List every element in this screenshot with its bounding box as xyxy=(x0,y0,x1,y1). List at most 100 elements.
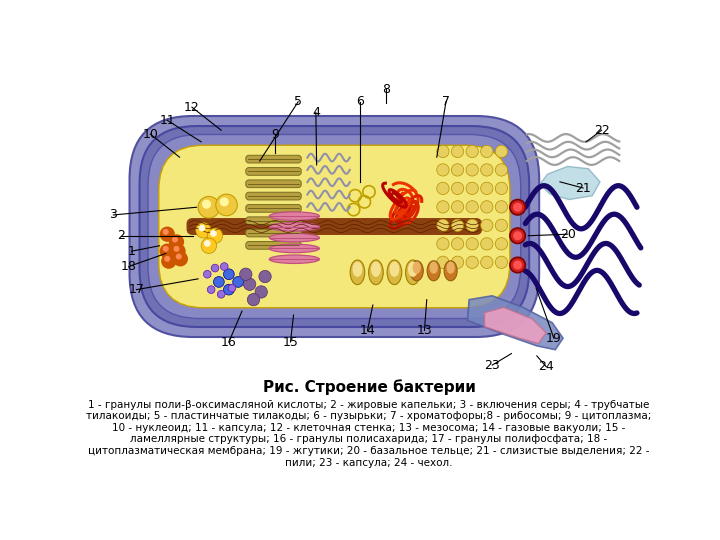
Text: 7: 7 xyxy=(442,95,450,108)
Circle shape xyxy=(196,222,211,238)
Circle shape xyxy=(170,235,184,249)
Text: 1 - гранулы поли-β-оксимасляной кислоты; 2 - жировые капельки; 3 - включения сер: 1 - гранулы поли-β-оксимасляной кислоты;… xyxy=(89,400,649,410)
Circle shape xyxy=(211,231,216,236)
Circle shape xyxy=(201,238,217,253)
Text: 21: 21 xyxy=(575,181,591,194)
Ellipse shape xyxy=(405,260,420,285)
Text: 8: 8 xyxy=(382,83,390,96)
Circle shape xyxy=(481,164,493,176)
Text: 20: 20 xyxy=(559,228,575,241)
Text: пили; 23 - капсула; 24 - чехол.: пили; 23 - капсула; 24 - чехол. xyxy=(285,457,453,468)
Circle shape xyxy=(198,197,220,218)
Circle shape xyxy=(495,164,508,176)
Circle shape xyxy=(451,256,464,268)
Text: 1: 1 xyxy=(128,245,136,258)
FancyBboxPatch shape xyxy=(130,116,539,337)
FancyBboxPatch shape xyxy=(186,218,482,235)
FancyBboxPatch shape xyxy=(246,241,301,249)
Polygon shape xyxy=(485,307,546,343)
Ellipse shape xyxy=(413,262,420,273)
Circle shape xyxy=(207,228,222,244)
Ellipse shape xyxy=(427,261,440,281)
Circle shape xyxy=(437,256,449,268)
Ellipse shape xyxy=(369,260,383,285)
Ellipse shape xyxy=(410,261,423,281)
Circle shape xyxy=(451,201,464,213)
Circle shape xyxy=(223,269,234,280)
Circle shape xyxy=(437,145,449,158)
Text: 11: 11 xyxy=(159,114,175,127)
Ellipse shape xyxy=(269,255,320,264)
Circle shape xyxy=(466,201,478,213)
Text: 18: 18 xyxy=(121,260,137,273)
Text: 19: 19 xyxy=(546,332,562,345)
Ellipse shape xyxy=(354,262,361,276)
Text: 5: 5 xyxy=(294,95,302,108)
Text: 16: 16 xyxy=(221,335,237,348)
Circle shape xyxy=(514,204,521,211)
Circle shape xyxy=(437,219,449,232)
Text: 3: 3 xyxy=(109,208,117,221)
Circle shape xyxy=(220,262,228,271)
Ellipse shape xyxy=(350,260,365,285)
Circle shape xyxy=(495,182,508,194)
Circle shape xyxy=(259,271,271,283)
Text: 24: 24 xyxy=(539,360,554,373)
Ellipse shape xyxy=(409,262,417,276)
Circle shape xyxy=(466,164,478,176)
Text: 23: 23 xyxy=(485,359,500,372)
Circle shape xyxy=(495,145,508,158)
Circle shape xyxy=(495,256,508,268)
Circle shape xyxy=(510,200,526,215)
Ellipse shape xyxy=(447,262,454,273)
Text: 15: 15 xyxy=(282,335,298,348)
Circle shape xyxy=(481,238,493,250)
Text: 6: 6 xyxy=(356,95,364,108)
Circle shape xyxy=(466,219,478,232)
FancyBboxPatch shape xyxy=(148,134,521,319)
FancyBboxPatch shape xyxy=(246,167,301,176)
Circle shape xyxy=(437,164,449,176)
Text: тилакоиды; 5 - пластинчатые тилакоды; 6 - пузырьки; 7 - хроматофоры;8 - рибосомы: тилакоиды; 5 - пластинчатые тилакоды; 6 … xyxy=(86,411,652,421)
Text: 22: 22 xyxy=(594,124,609,137)
Circle shape xyxy=(481,256,493,268)
Circle shape xyxy=(451,145,464,158)
Circle shape xyxy=(207,286,215,293)
Circle shape xyxy=(163,247,168,251)
Circle shape xyxy=(217,291,225,298)
Circle shape xyxy=(213,276,224,287)
Text: 4: 4 xyxy=(312,106,320,119)
Circle shape xyxy=(173,237,177,242)
Circle shape xyxy=(223,284,234,295)
Circle shape xyxy=(451,182,464,194)
Circle shape xyxy=(510,257,526,273)
Circle shape xyxy=(228,284,235,292)
FancyBboxPatch shape xyxy=(140,126,529,327)
Ellipse shape xyxy=(444,261,457,281)
Text: 10: 10 xyxy=(143,127,158,140)
Circle shape xyxy=(204,271,211,278)
Circle shape xyxy=(495,201,508,213)
Circle shape xyxy=(161,227,174,241)
FancyBboxPatch shape xyxy=(246,217,301,225)
Ellipse shape xyxy=(390,262,399,276)
Circle shape xyxy=(174,252,187,266)
FancyBboxPatch shape xyxy=(246,192,301,200)
Text: 17: 17 xyxy=(129,283,145,296)
Ellipse shape xyxy=(387,260,402,285)
Circle shape xyxy=(220,198,228,206)
Circle shape xyxy=(255,286,267,298)
Circle shape xyxy=(211,264,219,272)
Text: 14: 14 xyxy=(359,324,375,337)
Circle shape xyxy=(514,261,521,269)
Ellipse shape xyxy=(269,233,320,242)
Polygon shape xyxy=(540,166,600,200)
FancyBboxPatch shape xyxy=(246,205,301,212)
Circle shape xyxy=(176,254,181,259)
Circle shape xyxy=(174,247,179,251)
Circle shape xyxy=(510,228,526,244)
FancyBboxPatch shape xyxy=(159,145,510,308)
Circle shape xyxy=(203,200,210,208)
Circle shape xyxy=(204,241,210,246)
Circle shape xyxy=(171,244,185,258)
